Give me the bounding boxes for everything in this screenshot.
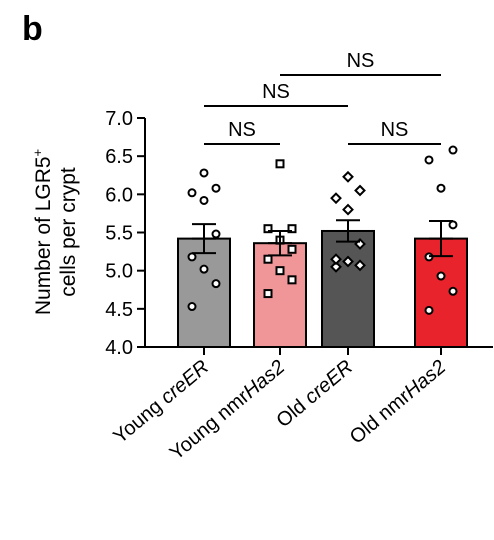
data-point [424, 155, 434, 165]
data-point [436, 271, 446, 281]
bars-group [177, 229, 468, 349]
data-point [187, 302, 197, 312]
data-point [199, 264, 209, 274]
data-point [287, 224, 297, 234]
data-point [354, 184, 366, 197]
data-point [199, 168, 209, 178]
data-point [448, 145, 458, 155]
data-point [199, 195, 209, 205]
bar [253, 242, 307, 348]
y-ticks-group: 4.0 4.5 5.0 5.5 6.0 6.5 7.0 [105, 108, 145, 359]
y-tick-label: 5.5 [105, 223, 133, 245]
data-point [436, 183, 446, 193]
data-point [330, 260, 342, 273]
data-point [187, 252, 197, 262]
data-point [287, 275, 297, 285]
y-tick-label: 6.0 [105, 184, 133, 206]
data-point [187, 188, 197, 198]
points-group [187, 145, 458, 315]
y-axis-label-line-1: Number of LGR5+ [30, 149, 55, 315]
data-point [211, 183, 221, 193]
x-tick-label: Old nmrHas2 [346, 356, 450, 449]
data-point [275, 266, 285, 276]
data-point [448, 286, 458, 296]
bar [321, 229, 375, 348]
bar [177, 237, 231, 349]
data-point [354, 259, 366, 272]
data-point [342, 255, 354, 268]
significance-label: NS [381, 119, 409, 141]
data-point [448, 220, 458, 230]
data-point [263, 224, 273, 234]
data-point [342, 203, 354, 216]
x-tick-label: Old creER [272, 356, 357, 432]
error-bars-group [192, 219, 453, 258]
data-point [424, 305, 434, 315]
significance-label: NS [228, 119, 256, 141]
data-point [287, 244, 297, 254]
data-point [263, 289, 273, 299]
data-point [330, 253, 342, 266]
data-point [211, 229, 221, 239]
y-tick-label: 7.0 [105, 108, 133, 130]
y-tick-label: 4.0 [105, 337, 133, 359]
significance-label: NS [262, 81, 290, 103]
y-axis-label-line-2: cells per crypt [57, 167, 80, 297]
y-tick-label: 6.5 [105, 146, 133, 168]
data-point [263, 254, 273, 264]
significance-label: NS [347, 50, 375, 72]
y-tick-label: 4.5 [105, 299, 133, 321]
data-point [211, 279, 221, 289]
significance-group: NS NS NS NS [204, 50, 441, 145]
y-tick-label: 5.0 [105, 261, 133, 283]
data-point [275, 159, 285, 169]
panel-label: b [22, 10, 43, 48]
data-point [342, 170, 354, 183]
data-point [330, 192, 342, 205]
